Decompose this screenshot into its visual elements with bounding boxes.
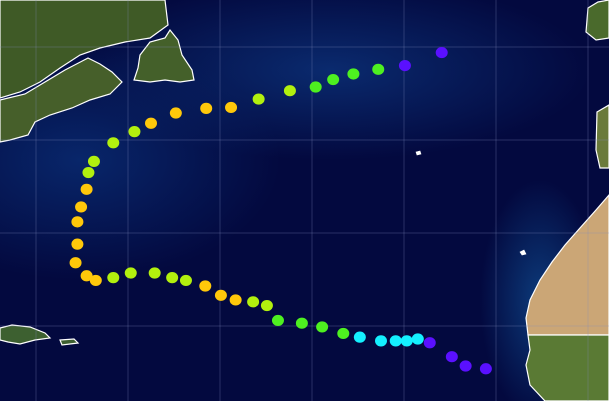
track-point-td — [423, 337, 436, 349]
track-point-c1 — [271, 314, 284, 327]
track-point-ts — [375, 335, 387, 347]
track-point-c3 — [145, 117, 157, 129]
africa-north — [525, 194, 609, 336]
africa-west — [525, 334, 609, 401]
puerto-rico — [59, 338, 80, 346]
track-point-c2 — [247, 296, 260, 308]
track-point-td — [445, 351, 458, 363]
track-point-c1 — [316, 321, 329, 333]
track-point-c3 — [80, 270, 93, 282]
track-point-c3 — [229, 294, 242, 306]
track-point-c3 — [199, 280, 212, 292]
track-point-c2 — [260, 299, 273, 312]
track-point-c1 — [347, 68, 360, 80]
track-point-c3 — [200, 102, 213, 114]
new-england-maritimes — [0, 57, 123, 143]
storm-track — [69, 46, 492, 375]
track-point-c2 — [283, 85, 296, 97]
track-point-ts — [389, 335, 402, 347]
track-point-c3 — [89, 274, 102, 287]
track-point-c3 — [71, 216, 84, 228]
track-point-td — [435, 46, 448, 59]
track-point-c3 — [75, 201, 88, 213]
track-point-c1 — [337, 327, 350, 340]
track-point-c3 — [80, 183, 93, 195]
azores — [415, 150, 422, 156]
track-point-ts — [353, 331, 366, 343]
track-point-c1 — [372, 63, 385, 75]
canada-north — [0, 0, 169, 99]
newfoundland — [133, 28, 195, 83]
track-point-c2 — [107, 272, 120, 284]
hispaniola — [0, 324, 52, 345]
track-point-c2 — [252, 93, 265, 105]
track-point-c3 — [69, 257, 82, 269]
track-point-td — [459, 360, 472, 372]
track-point-c2 — [166, 272, 179, 284]
track-point-c2 — [179, 274, 192, 287]
track-point-c3 — [169, 107, 182, 119]
track-point-c2 — [87, 155, 100, 167]
track-point-td — [398, 60, 411, 72]
track-point-c3 — [225, 101, 238, 114]
track-point-c1 — [309, 81, 322, 93]
track-point-td — [479, 363, 492, 375]
british-isles — [585, 0, 609, 41]
track-point-c2 — [107, 137, 120, 149]
track-point-c2 — [124, 267, 137, 279]
track-point-ts — [411, 333, 424, 345]
canary-islands — [519, 249, 527, 256]
track-point-c2 — [82, 166, 95, 179]
iberia — [595, 104, 609, 169]
track-point-ts — [400, 335, 413, 347]
track-point-c1 — [327, 73, 340, 86]
track-point-c3 — [71, 238, 84, 250]
track-point-c2 — [128, 126, 141, 138]
track-point-c1 — [295, 317, 308, 329]
track-point-c3 — [214, 289, 227, 301]
track-point-c2 — [148, 267, 161, 279]
